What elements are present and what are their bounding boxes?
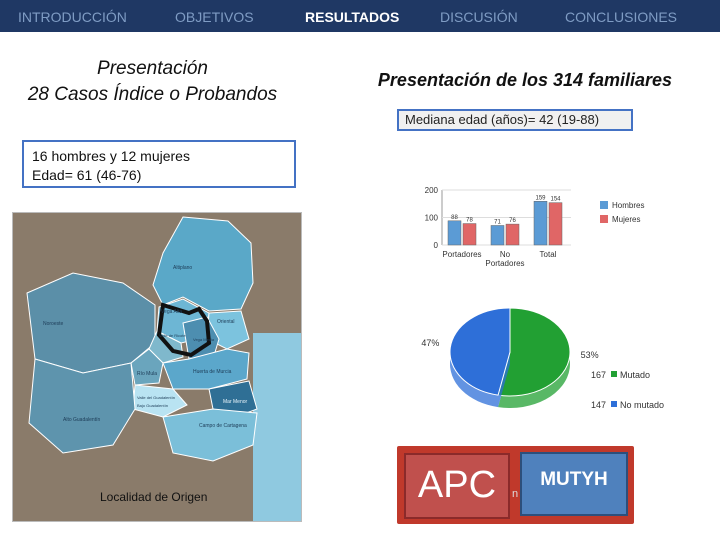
bar-value-label: 78	[466, 218, 473, 224]
bar-legend-swatch	[600, 201, 608, 209]
stats-age-line: Edad= 61 (46-76)	[32, 167, 142, 183]
gene-panel-fragment: n	[512, 488, 519, 500]
map-region-huerta-murcia	[162, 348, 250, 390]
median-age-box: Mediana edad (años)= 42 (19-88)	[397, 109, 633, 131]
map-region-valle-ricote	[148, 330, 184, 364]
bar-legend-label: Hombres	[612, 201, 644, 210]
bar-legend-swatch	[600, 215, 608, 223]
map-label-mar-menor: Mar Menor	[223, 399, 248, 405]
bar	[490, 225, 505, 246]
nav-discusion[interactable]: DISCUSIÓN	[440, 9, 518, 25]
left-title-line1: Presentación	[97, 58, 208, 79]
left-title: Presentación 28 Casos Índice o Probandos	[0, 56, 305, 108]
nav-conclusiones[interactable]: CONCLUSIONES	[565, 9, 678, 25]
median-age-value: 42 (19-88)	[539, 112, 600, 127]
bar-value-label: 71	[494, 219, 501, 225]
bar-category-label: No	[500, 250, 511, 259]
map-caption: Localidad de Origen	[100, 490, 208, 504]
pie-legend-label: Mutado	[620, 370, 650, 380]
map-region-altiplano	[152, 216, 254, 312]
map-sea	[253, 333, 301, 521]
nav-resultados[interactable]: RESULTADOS	[305, 9, 400, 25]
map-label-oriental: Oriental	[217, 319, 235, 325]
map-label-huerta-murcia: Huerta de Murcia	[193, 369, 232, 375]
stats-sex-line: 16 hombres y 12 mujeres	[32, 148, 190, 164]
map-label-bajo-guadalentin: Bajo Guadalentín	[137, 403, 168, 408]
bar-value-label: 159	[535, 195, 546, 201]
mutyh-box: MUTYH	[520, 452, 628, 516]
bar-category-label: Portadores	[485, 259, 524, 268]
pie-legend-swatch	[611, 371, 617, 377]
pie-slice	[497, 307, 571, 397]
map-label-rio-mula: Río Mula	[137, 371, 157, 377]
bar-value-label: 154	[550, 197, 561, 203]
map-label-altiplano: Altiplano	[173, 265, 192, 271]
bar-ytick-label: 200	[425, 186, 439, 195]
bar-category-label: Portadores	[442, 250, 481, 259]
pie-value-label: 147	[591, 400, 606, 410]
nav-objetivos[interactable]: OBJETIVOS	[175, 9, 254, 25]
pie-chart: 53% 47% 167 Mutado 147 No mutado	[421, 307, 664, 410]
map-label-vega-alta: Vega Alta	[161, 309, 182, 315]
map-label-noroeste: Noroeste	[43, 321, 64, 327]
region-map: Altiplano Vega Alta Oriental Noroeste Va…	[12, 212, 302, 522]
bar	[462, 223, 477, 246]
bar-value-label: 76	[509, 218, 516, 224]
bar-ytick-label: 0	[434, 241, 439, 250]
pie-percent-label: 53%	[581, 350, 599, 360]
map-label-campo-cartagena: Campo de Cartagena	[199, 423, 247, 429]
bar	[447, 220, 462, 246]
top-nav-bar: INTRODUCCIÓN OBJETIVOS RESULTADOS DISCUS…	[0, 0, 720, 32]
pie-percent-label: 47%	[421, 338, 439, 348]
pie-legend-swatch	[611, 401, 617, 407]
map-label-valle-guadalentin: Valle del Guadalentín	[137, 395, 175, 400]
pie-slice	[449, 307, 511, 396]
bar-category-label: Total	[540, 250, 557, 259]
probands-stats-box: 16 hombres y 12 mujeres Edad= 61 (46-76)	[22, 140, 296, 188]
map-region-alto-guadalentin	[28, 358, 136, 454]
bar	[533, 201, 548, 246]
pie-value-label: 167	[591, 370, 606, 380]
bar-value-label: 88	[451, 215, 458, 221]
bar	[505, 223, 520, 246]
bar-legend-label: Mujeres	[612, 215, 640, 224]
map-label-valle-ricote: Valle de Ricote	[159, 333, 186, 338]
pie-legend-label: No mutado	[620, 400, 664, 410]
map-region-campo-cartagena	[162, 408, 258, 462]
nav-introduccion[interactable]: INTRODUCCIÓN	[18, 9, 127, 25]
bar	[548, 202, 563, 246]
bar-ytick-label: 100	[425, 214, 439, 223]
map-label-alto-guadalentin: Alto Guadalentín	[63, 417, 100, 423]
left-title-line2: 28 Casos Índice o Probandos	[27, 84, 278, 105]
apc-box: APC	[404, 453, 510, 519]
region-map-svg: Altiplano Vega Alta Oriental Noroeste Va…	[13, 213, 301, 521]
median-age-label: Mediana edad (años)=	[405, 112, 536, 127]
map-probands-outline	[156, 302, 212, 358]
right-title: Presentación de los 314 familiares	[377, 70, 673, 90]
map-label-vega-media: Vega Media	[193, 337, 215, 342]
map-region-rio-mula	[130, 348, 164, 386]
